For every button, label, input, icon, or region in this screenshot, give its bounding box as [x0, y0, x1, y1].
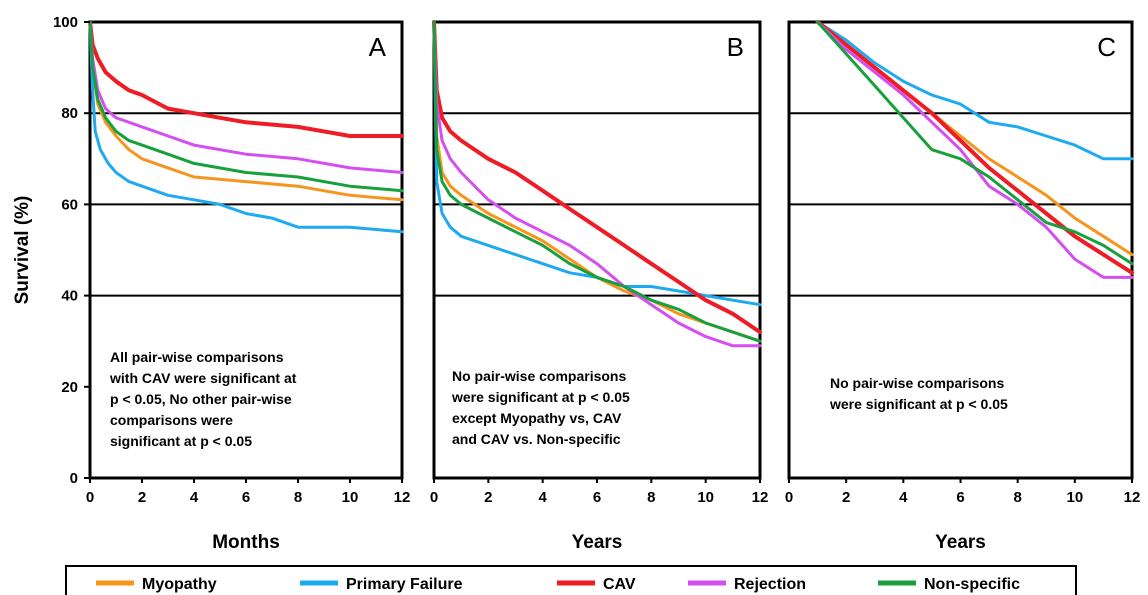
legend-label: Myopathy [142, 576, 217, 593]
y-tick-label: 40 [61, 288, 78, 305]
series-line-rejection [432, 20, 762, 348]
x-tick-label: 10 [342, 489, 359, 506]
annotation-line: except Myopathy vs, CAV [452, 410, 622, 426]
y-tick-label: 0 [70, 470, 78, 487]
x-tick-label: 12 [394, 489, 411, 506]
y-tick-label: 80 [61, 105, 78, 122]
series-line-myopathy [88, 20, 404, 202]
x-tick-label: 0 [785, 489, 793, 506]
x-axis-title: Years [935, 532, 986, 553]
panel-letter: C [1097, 32, 1116, 62]
series-line-non-specific [432, 20, 762, 343]
series-line-non-specific [88, 20, 404, 193]
y-axis-title: Survival (%) [12, 196, 33, 305]
x-tick-label: 8 [647, 489, 655, 506]
series-line-cav [88, 20, 404, 138]
annotation-line: No pair-wise comparisons [830, 375, 1004, 391]
x-tick-label: 0 [430, 489, 438, 506]
series-line-non-specific [816, 20, 1134, 266]
x-tick-label: 0 [86, 489, 94, 506]
panel-letter: B [727, 32, 744, 62]
x-tick-label: 12 [752, 489, 769, 506]
x-tick-label: 4 [899, 489, 908, 506]
annotation-line: were significant at p < 0.05 [451, 389, 630, 405]
x-tick-label: 2 [484, 489, 492, 506]
panel-letter: A [369, 32, 387, 62]
x-axis-title: Years [572, 532, 623, 553]
series-line-primary-failure [88, 20, 404, 234]
annotation-line: significant at p < 0.05 [110, 433, 252, 449]
x-tick-label: 2 [138, 489, 146, 506]
x-axis-title: Months [212, 532, 280, 553]
x-tick-label: 6 [956, 489, 964, 506]
x-tick-label: 4 [190, 489, 199, 506]
annotation-line: No pair-wise comparisons [452, 368, 626, 384]
x-tick-label: 8 [294, 489, 302, 506]
y-tick-label: 100 [53, 14, 78, 31]
annotation-box [104, 345, 378, 456]
legend-item-rejection: Rejection [688, 576, 806, 593]
annotation-line: were significant at p < 0.05 [829, 396, 1008, 412]
legend-item-cav: CAV [557, 576, 636, 593]
legend-item-myopathy: Myopathy [96, 576, 217, 593]
x-tick-label: 10 [1066, 489, 1083, 506]
annotation-box [446, 364, 734, 454]
annotation-line: p < 0.05, No other pair-wise [110, 391, 292, 407]
x-tick-label: 6 [242, 489, 250, 506]
legend-label: Rejection [734, 576, 806, 593]
panel-c: No pair-wise comparisons were significant… [785, 20, 1141, 553]
panel-a: All pair-wise comparisons with CAV were s… [12, 14, 410, 553]
annotation-line: All pair-wise comparisons [110, 349, 284, 365]
legend-item-non-specific: Non-specific [878, 576, 1020, 593]
annotation-line: comparisons were [110, 412, 233, 428]
legend: Myopathy Primary Failure CAV Rejection Non-s… [65, 565, 1077, 595]
annotation-line: and CAV vs. Non-specific [452, 431, 621, 447]
series-line-myopathy [432, 20, 762, 343]
legend-item-primary-failure: Primary Failure [300, 576, 463, 593]
legend-label: Non-specific [924, 576, 1020, 593]
panel-b: No pair-wise comparisons were significant… [430, 20, 769, 553]
annotation-line: with CAV were significant at [109, 370, 297, 386]
x-tick-label: 10 [697, 489, 714, 506]
legend-label: CAV [603, 576, 636, 593]
series-line-primary-failure [816, 20, 1134, 161]
series-line-cav [815, 20, 1134, 275]
series-line-cav [432, 20, 762, 335]
x-tick-label: 12 [1124, 489, 1141, 506]
x-tick-label: 4 [538, 489, 547, 506]
x-tick-label: 8 [1013, 489, 1021, 506]
x-tick-label: 2 [842, 489, 850, 506]
legend-label: Primary Failure [346, 576, 463, 593]
annotation-box [824, 371, 1129, 419]
y-tick-label: 60 [61, 196, 78, 213]
y-tick-label: 20 [61, 379, 78, 396]
x-tick-label: 6 [593, 489, 601, 506]
